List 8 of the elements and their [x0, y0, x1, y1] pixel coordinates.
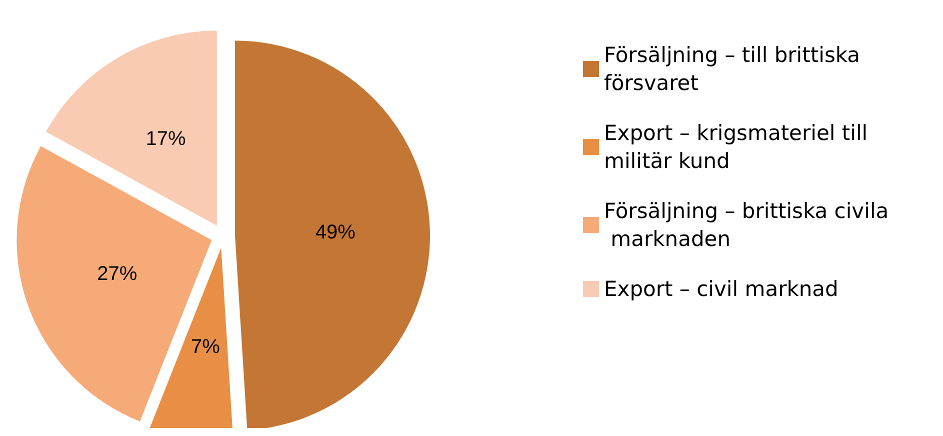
legend-label: Export – krigsmateriel till militär kund — [604, 121, 874, 173]
data-label: 17% — [146, 128, 186, 150]
data-label: 7% — [190, 336, 220, 358]
legend-label: Försäljning – brittiska civila marknaden — [604, 199, 889, 251]
data-label: 27% — [97, 263, 138, 286]
legend-label: Export – civil marknad — [604, 277, 838, 301]
legend-label: Försäljning – till brittiska försvaret — [604, 43, 867, 95]
data-label: 49% — [315, 221, 356, 244]
